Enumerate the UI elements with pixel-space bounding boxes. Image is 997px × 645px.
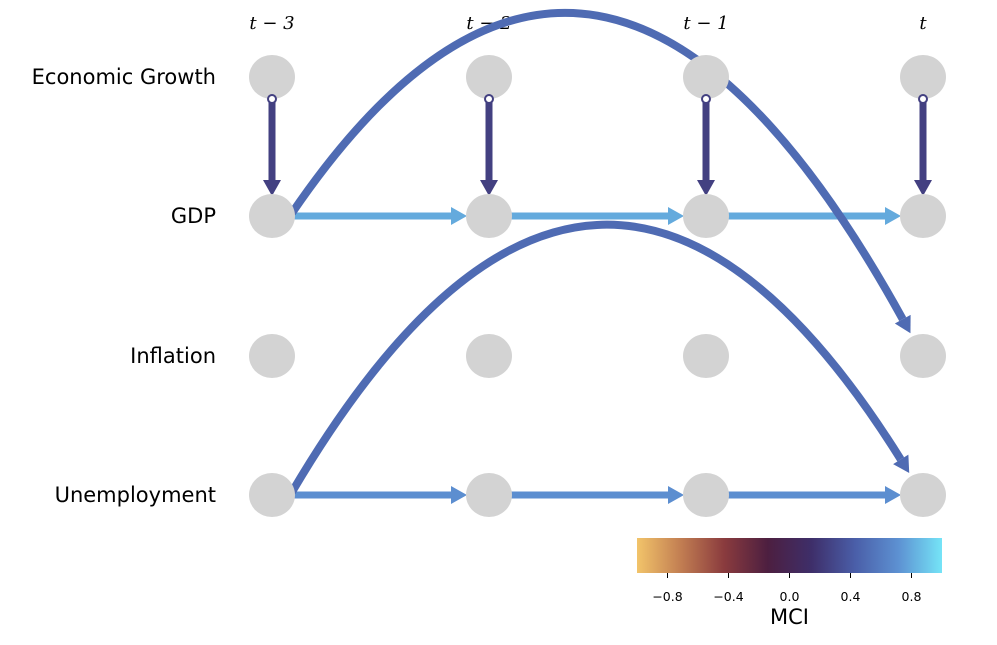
variable-label-gdp: GDP xyxy=(171,204,216,228)
nodes-layer xyxy=(249,55,946,517)
time-label-t-minus-1: t − 1 xyxy=(683,13,728,34)
node-gdp-0 xyxy=(249,194,295,238)
link-unemployment-2-to-unemployment-3 xyxy=(728,486,901,504)
node-unemployment-0 xyxy=(249,473,295,517)
link-economic-growth-0-to-gdp-0 xyxy=(263,99,281,196)
colorbar-tick-label: −0.4 xyxy=(713,589,743,604)
link-gdp-0-to-gdp-1 xyxy=(294,207,467,225)
time-label-t-minus-3: t − 3 xyxy=(249,13,294,34)
node-economic-growth-3 xyxy=(900,55,946,99)
colorbar-ticks: −0.8 −0.4 0.0 0.4 0.8 xyxy=(652,573,921,604)
colorbar-tick-label: 0.4 xyxy=(841,589,861,604)
link-unemployment-0-to-unemployment-1 xyxy=(294,486,467,504)
node-gdp-3 xyxy=(900,194,946,238)
node-inflation-1 xyxy=(466,334,512,378)
colorbar-tick-label: 0.8 xyxy=(902,589,922,604)
link-gdp-2-to-gdp-3 xyxy=(728,207,901,225)
link-economic-growth-1-to-gdp-1 xyxy=(480,99,498,196)
node-inflation-2 xyxy=(683,334,729,378)
node-gdp-2 xyxy=(683,194,729,238)
node-gdp-1 xyxy=(466,194,512,238)
node-economic-growth-2 xyxy=(683,55,729,99)
link-economic-growth-2-to-gdp-2-tail-marker xyxy=(701,94,711,104)
node-unemployment-2 xyxy=(683,473,729,517)
time-label-t-minus-2: t − 2 xyxy=(466,13,511,34)
colorbar-label: MCI xyxy=(770,605,809,629)
node-inflation-0 xyxy=(249,334,295,378)
link-gdp-0-to-inflation-3 xyxy=(288,8,911,334)
variable-label-economic-growth: Economic Growth xyxy=(32,65,216,89)
link-economic-growth-3-to-gdp-3-tail-marker xyxy=(918,94,928,104)
link-unemployment-0-to-unemployment-3 xyxy=(288,220,910,495)
link-economic-growth-2-to-gdp-2 xyxy=(697,99,715,196)
node-economic-growth-1 xyxy=(466,55,512,99)
variable-label-inflation: Inflation xyxy=(130,344,216,368)
link-economic-growth-0-to-gdp-0-tail-marker xyxy=(267,94,277,104)
link-unemployment-1-to-unemployment-2 xyxy=(511,486,684,504)
node-inflation-3 xyxy=(900,334,946,378)
colorbar-tick-label: −0.8 xyxy=(652,589,682,604)
node-economic-growth-0 xyxy=(249,55,295,99)
colorbar: −0.8 −0.4 0.0 0.4 0.8 MCI xyxy=(637,538,942,629)
variable-label-unemployment: Unemployment xyxy=(55,483,216,507)
colorbar-gradient xyxy=(637,538,942,573)
link-economic-growth-3-to-gdp-3 xyxy=(914,99,932,196)
colorbar-tick-label: 0.0 xyxy=(780,589,800,604)
links-layer xyxy=(263,8,932,504)
node-unemployment-1 xyxy=(466,473,512,517)
time-label-t: t xyxy=(919,13,927,34)
link-gdp-1-to-gdp-2 xyxy=(511,207,684,225)
link-economic-growth-1-to-gdp-1-tail-marker xyxy=(484,94,494,104)
link-tails-layer xyxy=(267,94,928,104)
node-unemployment-3 xyxy=(900,473,946,517)
